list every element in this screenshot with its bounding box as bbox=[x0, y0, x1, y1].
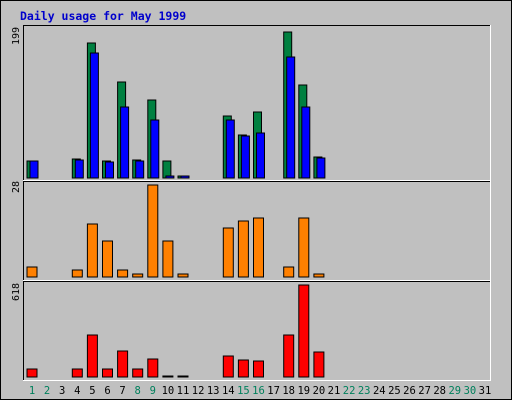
day-label-9: 9 bbox=[150, 385, 156, 397]
bar-hits-files-s2-day-19 bbox=[301, 106, 311, 179]
bar-visits-s1-day-9 bbox=[147, 358, 159, 378]
bar-pages-s1-day-1 bbox=[26, 266, 38, 278]
day-label-20: 20 bbox=[313, 385, 326, 397]
bar-pages-s1-day-5 bbox=[86, 223, 98, 278]
bar-visits-s1-day-10 bbox=[162, 375, 174, 378]
bar-visits-s1-day-18 bbox=[283, 334, 295, 378]
bar-pages-s1-day-14 bbox=[222, 227, 234, 278]
bar-visits-s1-day-14 bbox=[222, 355, 234, 378]
bar-visits-s1-day-7 bbox=[117, 350, 129, 378]
day-label-18: 18 bbox=[282, 385, 295, 397]
bar-visits-s1-day-16 bbox=[253, 360, 264, 378]
day-label-13: 13 bbox=[207, 385, 220, 397]
day-label-16: 16 bbox=[252, 385, 265, 397]
day-label-15: 15 bbox=[237, 385, 250, 397]
bar-visits-s1-day-8 bbox=[132, 368, 144, 378]
bar-hits-files-s2-day-16 bbox=[256, 132, 265, 179]
day-label-17: 17 bbox=[267, 385, 280, 397]
day-label-5: 5 bbox=[89, 385, 95, 397]
day-label-27: 27 bbox=[418, 385, 431, 397]
day-label-12: 12 bbox=[192, 385, 205, 397]
bar-pages-s1-day-7 bbox=[117, 269, 129, 278]
bar-visits-s1-day-19 bbox=[298, 284, 310, 378]
day-label-19: 19 bbox=[297, 385, 310, 397]
bar-pages-s1-day-4 bbox=[71, 269, 83, 278]
bar-hits-files-s2-day-5 bbox=[89, 52, 99, 179]
bar-visits-s1-day-4 bbox=[71, 368, 83, 378]
bar-hits-files-s2-day-4 bbox=[74, 159, 84, 179]
bar-pages-s1-day-8 bbox=[132, 273, 144, 278]
day-label-22: 22 bbox=[343, 385, 356, 397]
bar-hits-files-s2-day-14 bbox=[225, 119, 235, 179]
day-label-3: 3 bbox=[59, 385, 65, 397]
bar-pages-s1-day-18 bbox=[283, 266, 295, 278]
day-label-28: 28 bbox=[433, 385, 446, 397]
bar-visits-s1-day-5 bbox=[86, 334, 98, 378]
bar-hits-files-s2-day-10 bbox=[165, 175, 175, 179]
bar-pages-s1-day-15 bbox=[237, 220, 249, 278]
bar-visits-s1-day-1 bbox=[26, 368, 38, 378]
day-label-24: 24 bbox=[373, 385, 386, 397]
day-label-14: 14 bbox=[222, 385, 235, 397]
chart-title: Daily usage for May 1999 bbox=[20, 9, 187, 23]
bar-hits-files-s2-day-18 bbox=[286, 56, 296, 179]
bar-hits-files-s2-day-6 bbox=[105, 161, 114, 179]
day-label-11: 11 bbox=[177, 385, 190, 397]
bar-hits-files-s2-day-7 bbox=[120, 106, 130, 179]
bar-pages-s1-day-16 bbox=[253, 217, 264, 278]
day-label-31: 31 bbox=[479, 385, 492, 397]
bar-visits-s1-day-20 bbox=[313, 351, 325, 378]
day-label-21: 21 bbox=[328, 385, 341, 397]
bar-pages-s1-day-9 bbox=[147, 184, 159, 278]
bar-pages-s1-day-11 bbox=[177, 273, 189, 278]
bar-pages-s1-day-6 bbox=[102, 240, 113, 278]
day-label-10: 10 bbox=[162, 385, 175, 397]
bar-hits-files-s2-day-20 bbox=[316, 157, 326, 179]
bar-visits-s1-day-11 bbox=[177, 375, 189, 378]
day-label-23: 23 bbox=[358, 385, 371, 397]
day-label-8: 8 bbox=[135, 385, 141, 397]
day-label-1: 1 bbox=[29, 385, 35, 397]
bar-hits-files-s2-day-15 bbox=[240, 135, 250, 179]
bar-hits-files-s1-day-10 bbox=[162, 160, 172, 179]
bar-pages-s1-day-10 bbox=[162, 240, 174, 278]
bar-pages-s1-day-19 bbox=[298, 217, 310, 278]
day-label-2: 2 bbox=[44, 385, 50, 397]
day-label-4: 4 bbox=[74, 385, 80, 397]
day-label-7: 7 bbox=[119, 385, 125, 397]
day-label-30: 30 bbox=[464, 385, 477, 397]
bar-hits-files-s2-day-8 bbox=[135, 160, 145, 179]
bar-visits-s1-day-15 bbox=[237, 359, 249, 378]
bar-hits-files-s2-day-9 bbox=[150, 119, 160, 179]
day-label-29: 29 bbox=[448, 385, 461, 397]
bar-hits-files-s2-day-1 bbox=[29, 160, 39, 179]
day-label-25: 25 bbox=[388, 385, 401, 397]
day-label-6: 6 bbox=[104, 385, 110, 397]
bar-pages-s1-day-20 bbox=[313, 273, 325, 278]
bar-visits-s1-day-6 bbox=[102, 368, 113, 378]
day-label-26: 26 bbox=[403, 385, 416, 397]
bar-hits-files-s2-day-11 bbox=[180, 175, 190, 179]
